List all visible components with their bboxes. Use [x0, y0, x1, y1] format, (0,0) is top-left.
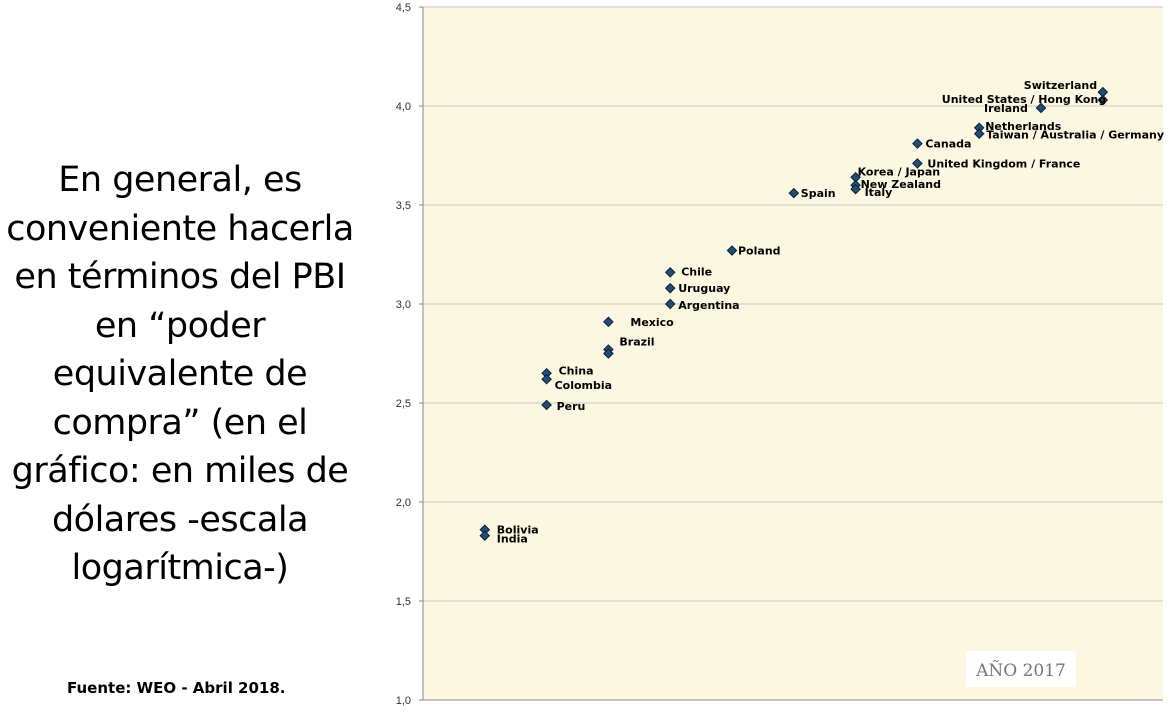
- data-point: [603, 348, 614, 359]
- point-label: Mexico: [630, 316, 674, 329]
- data-point: [664, 298, 676, 310]
- point-label: Ireland: [984, 102, 1028, 115]
- year-label: AÑO 2017: [975, 660, 1066, 681]
- source-note: Fuente: WEO - Abril 2018.: [67, 679, 286, 697]
- point-label: Colombia: [555, 379, 613, 392]
- data-point: [664, 282, 676, 294]
- point-label: Uruguay: [678, 282, 730, 295]
- y-tick-label: 4,0: [396, 101, 411, 113]
- data-point: [912, 138, 923, 149]
- y-tick-label: 4,5: [396, 2, 411, 14]
- data-point: [726, 245, 738, 256]
- data-point: [912, 158, 923, 169]
- data-point: [973, 128, 985, 140]
- point-label: Netherlands: [985, 120, 1062, 133]
- point-label: Taiwan / Australia / Germany: [986, 129, 1164, 142]
- data-point: [603, 316, 614, 328]
- point-label: China: [559, 364, 594, 377]
- y-tick-label: 3,5: [396, 200, 411, 212]
- data-point: [850, 183, 861, 195]
- plot-area: [423, 7, 1163, 700]
- data-point: [479, 530, 491, 541]
- data-point: [1097, 94, 1109, 106]
- year-badge: AÑO 2017: [966, 651, 1076, 687]
- data-point: [541, 373, 552, 385]
- point-label: Bolivia: [497, 524, 539, 537]
- side-text: En general, es conveniente hacerla en té…: [6, 160, 354, 588]
- point-label: Argentina: [678, 299, 739, 312]
- point-label: Peru: [557, 400, 586, 413]
- y-tick-label: 1,5: [396, 596, 411, 608]
- data-point: [541, 399, 552, 411]
- point-label: Spain: [801, 187, 836, 200]
- point-label: Korea / Japan: [858, 165, 941, 178]
- data-point: [1035, 102, 1047, 114]
- point-label: United Kingdom / France: [927, 157, 1080, 170]
- y-tick-label: 3,0: [396, 299, 411, 311]
- data-point: [664, 267, 676, 278]
- point-label: Chile: [681, 265, 712, 278]
- point-label: Italy: [865, 186, 893, 199]
- y-tick-label: 1,0: [396, 695, 411, 707]
- point-label: Brazil: [619, 336, 654, 349]
- point-label: Switzerland: [1024, 79, 1097, 92]
- point-label: India: [497, 533, 528, 546]
- point-label: New Zealand: [861, 178, 941, 191]
- point-label: Poland: [738, 245, 781, 258]
- point-label: United States / Hong Kong: [942, 93, 1106, 106]
- y-tick-label: 2,0: [396, 497, 411, 509]
- y-tick-label: 2,5: [396, 398, 411, 410]
- point-label: Canada: [925, 138, 971, 151]
- data-point: [788, 187, 800, 199]
